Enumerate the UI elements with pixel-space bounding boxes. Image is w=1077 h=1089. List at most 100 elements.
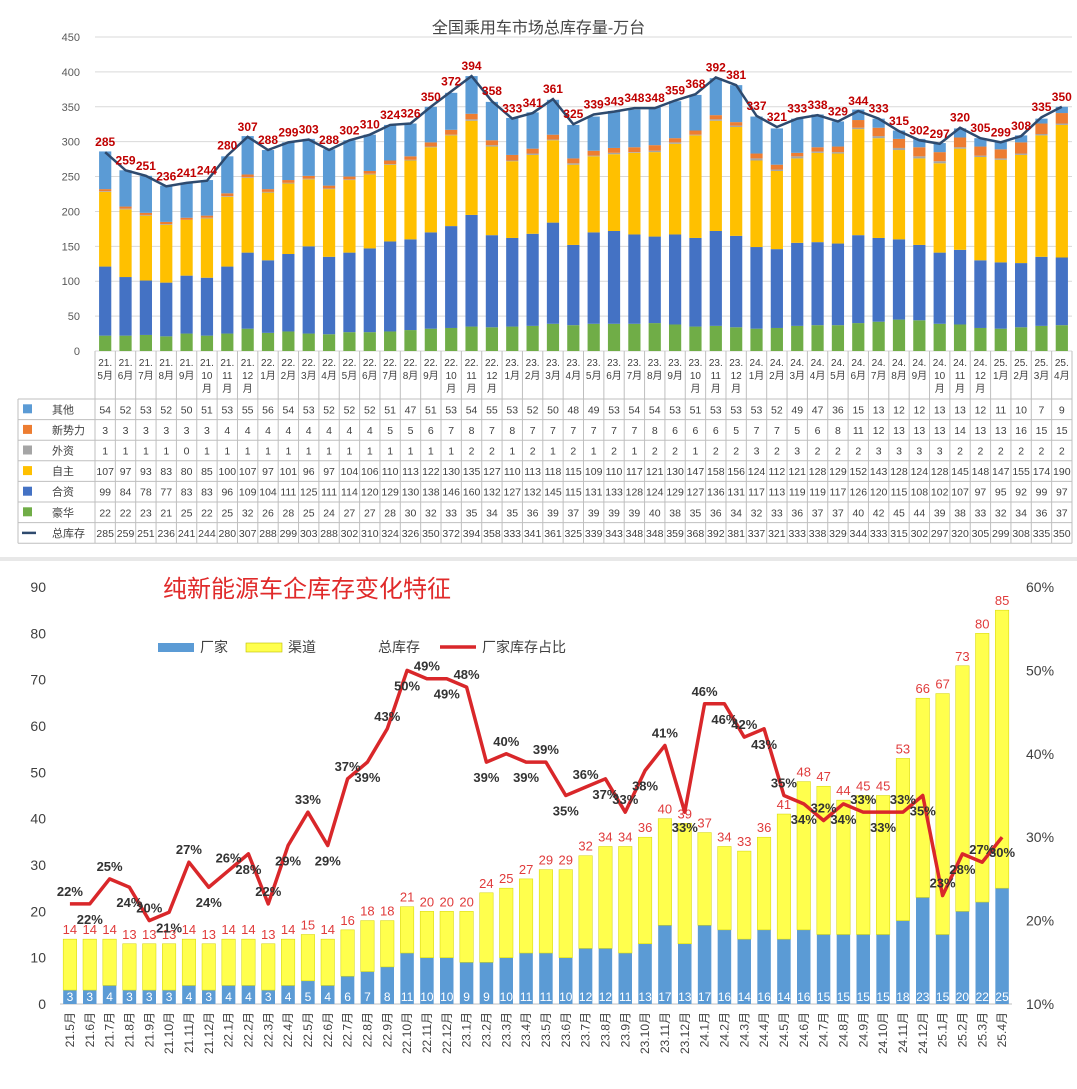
- y-tick-label: 60: [30, 718, 46, 734]
- legend-color-key: [23, 466, 32, 476]
- table-cell: 1: [448, 446, 454, 458]
- table-cell: 22: [120, 507, 132, 519]
- channel-bar: [975, 633, 990, 903]
- table-cell: 299: [992, 528, 1010, 540]
- manufacturer-value-label: 3: [205, 990, 212, 1004]
- x-category-label: 月: [243, 383, 253, 395]
- ratio-label: 23%: [930, 876, 956, 891]
- bar-segment: [302, 138, 315, 176]
- bar-segment: [1055, 124, 1068, 258]
- channel-bar: [895, 758, 910, 921]
- table-cell: 174: [1033, 466, 1051, 478]
- table-cell: 326: [402, 528, 420, 540]
- table-cell: 152: [850, 466, 868, 478]
- legend-manufacturer-label: 厂家: [200, 639, 228, 655]
- table-cell: 297: [931, 528, 949, 540]
- table-cell: 25: [303, 507, 315, 519]
- bar-segment: [424, 142, 437, 147]
- table-cell: 111: [321, 487, 337, 499]
- bar-segment: [200, 277, 214, 336]
- x-category-label: 24.: [790, 358, 804, 369]
- bar-segment: [261, 150, 275, 190]
- bar-segment: [119, 170, 132, 207]
- bar-segment: [261, 189, 275, 192]
- bar-segment: [607, 154, 621, 231]
- x-category-label: 21.11月: [182, 1012, 196, 1053]
- manufacturer-value-label: 10: [420, 990, 434, 1004]
- total-value-label: 67: [935, 677, 949, 692]
- table-cell: 241: [178, 528, 196, 540]
- table-cell: 2: [733, 446, 739, 458]
- x-category-label: 23.: [709, 358, 723, 369]
- ratio-label: 40%: [493, 734, 519, 749]
- ratio-label: 20%: [136, 901, 162, 916]
- x-category-label: 24.8月: [836, 1012, 850, 1047]
- total-value-label: 27: [519, 862, 533, 877]
- bar-segment: [709, 230, 722, 326]
- ratio-label: 34%: [830, 812, 856, 827]
- bar-segment: [587, 232, 600, 324]
- data-label: 315: [889, 114, 909, 128]
- table-cell: 125: [300, 487, 318, 499]
- bar-segment: [567, 164, 580, 245]
- data-label: 348: [624, 91, 644, 105]
- bar-segment: [485, 327, 499, 351]
- table-cell: 7: [448, 425, 454, 437]
- x-category-label: 24.10月: [876, 1012, 890, 1054]
- table-cell: 38: [954, 507, 966, 519]
- bar-segment: [892, 138, 906, 148]
- table-cell: 285: [96, 528, 114, 540]
- x-category-label: 22.3月: [261, 1012, 275, 1047]
- total-value-label: 16: [340, 913, 354, 928]
- bar-segment: [607, 230, 621, 324]
- data-label: 361: [543, 82, 563, 96]
- table-cell: 92: [1015, 487, 1027, 499]
- bar-segment: [709, 115, 722, 120]
- ratio-label: 24%: [196, 895, 222, 910]
- table-cell: 36: [1036, 507, 1048, 519]
- table-cell: 333: [788, 528, 806, 540]
- table-cell: 138: [422, 487, 440, 499]
- data-label: 307: [238, 120, 258, 134]
- table-cell: 109: [585, 466, 603, 478]
- table-cell: 303: [300, 528, 318, 540]
- bar-segment: [1055, 113, 1068, 124]
- manufacturer-bar: [420, 957, 434, 1004]
- x-category-label: 23.2月: [479, 1012, 493, 1047]
- table-cell: 84: [120, 487, 132, 499]
- channel-bar: [796, 781, 811, 931]
- bar-segment: [506, 160, 519, 162]
- table-cell: 34: [730, 507, 742, 519]
- manufacturer-value-label: 15: [817, 990, 831, 1004]
- x-category-label: 23.10月: [638, 1012, 652, 1054]
- table-cell: 4: [245, 425, 251, 437]
- legend-color-key: [23, 507, 32, 517]
- x-category-label: 3月: [1034, 370, 1050, 382]
- channel-bar: [340, 929, 355, 977]
- table-cell: 1: [387, 446, 393, 458]
- ratio-label: 43%: [751, 737, 777, 752]
- x-category-label: 7月: [382, 370, 398, 382]
- manufacturer-value-label: 15: [837, 990, 851, 1004]
- manufacturer-value-label: 11: [540, 990, 553, 1004]
- table-row-label: 其他: [52, 403, 74, 416]
- x-category-label: 4月: [566, 370, 582, 382]
- table-cell: 1: [631, 446, 637, 458]
- manufacturer-bar: [658, 925, 672, 1004]
- table-cell: 104: [259, 487, 277, 499]
- total-value-label: 36: [638, 820, 652, 835]
- channel-bar: [360, 920, 375, 972]
- table-cell: 119: [809, 487, 826, 499]
- total-value-label: 47: [816, 769, 830, 784]
- manufacturer-value-label: 5: [305, 990, 312, 1004]
- table-cell: 49: [588, 404, 600, 416]
- table-cell: 12: [873, 425, 885, 437]
- bar-segment: [363, 170, 376, 174]
- data-label: 350: [421, 90, 441, 104]
- table-cell: 99: [1036, 487, 1048, 499]
- manufacturer-bar: [261, 990, 275, 1004]
- table-cell: 13: [914, 425, 926, 437]
- table-row-label: 新势力: [52, 423, 85, 437]
- bar-segment: [465, 326, 478, 351]
- total-value-label: 34: [618, 829, 632, 844]
